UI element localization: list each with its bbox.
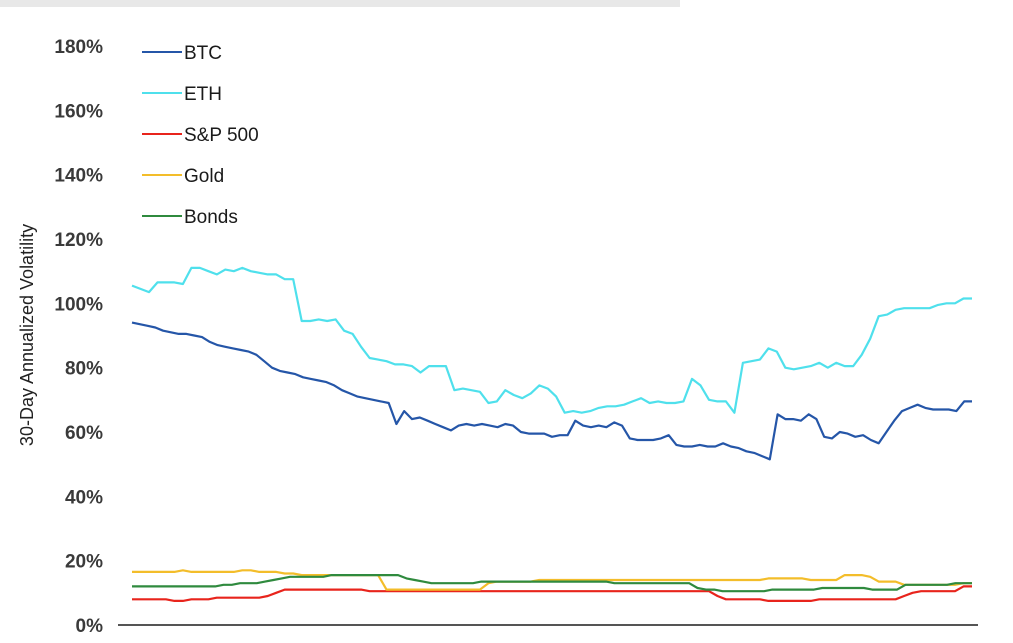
y-tick-label: 100%	[54, 294, 103, 315]
y-axis-label: 30-Day Annualized Volatility	[17, 224, 37, 446]
series-lines	[131, 266, 972, 603]
legend-label: ETH	[184, 84, 222, 105]
y-tick-label: 160%	[54, 101, 103, 122]
y-tick-label: 20%	[65, 552, 103, 573]
y-axis-ticks: 0% 20% 40% 60% 80% 100% 120% 140% 160% 180%	[54, 37, 103, 637]
y-tick-label: 180%	[54, 37, 103, 58]
y-tick-label: 0%	[76, 616, 104, 637]
y-tick-label: 140%	[54, 166, 103, 187]
series-line-s-p-500	[132, 585, 972, 603]
legend-label: BTC	[184, 43, 222, 64]
y-tick-label: 60%	[65, 423, 103, 444]
legend-label: Bonds	[184, 207, 238, 228]
series-line-bonds	[132, 573, 972, 593]
legend-label: Gold	[184, 166, 224, 187]
series-line-gold	[132, 569, 972, 591]
header-strip	[0, 0, 680, 7]
legend-label: S&P 500	[184, 125, 259, 146]
y-tick-label: 120%	[54, 230, 103, 251]
series-line-btc	[131, 321, 972, 461]
y-tick-label: 40%	[65, 487, 103, 508]
legend: BTC ETH S&P 500 Gold Bonds	[142, 43, 259, 228]
y-tick-label: 80%	[65, 359, 103, 380]
series-line-eth	[131, 266, 972, 414]
